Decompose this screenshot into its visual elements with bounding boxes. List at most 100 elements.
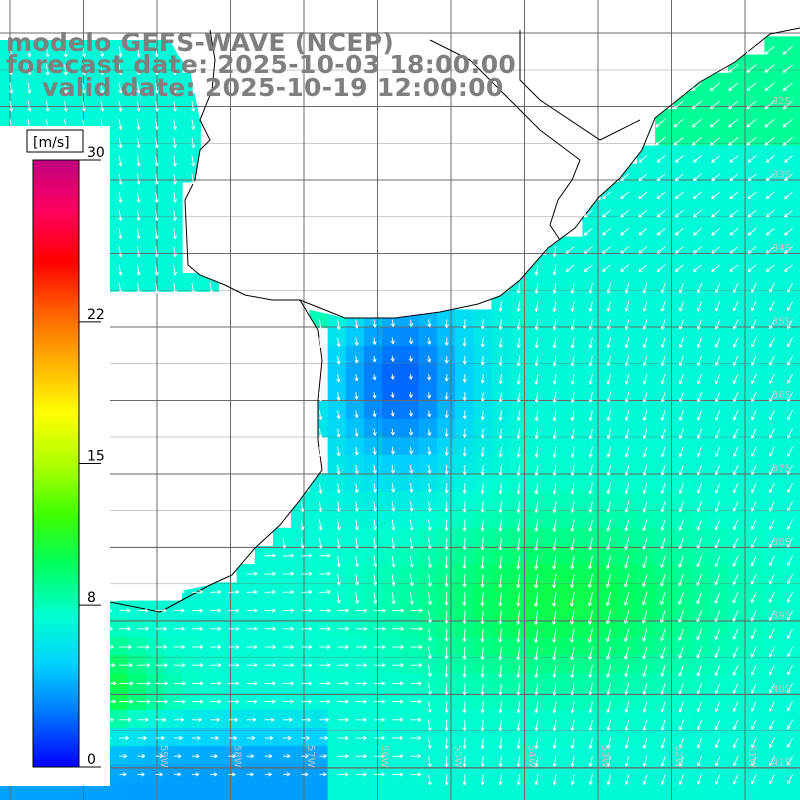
wind-speed-cell	[619, 619, 638, 638]
wind-speed-cell	[619, 528, 638, 547]
wind-speed-cell	[291, 528, 310, 547]
wind-speed-cell	[673, 546, 692, 565]
wind-speed-cell	[127, 255, 146, 274]
wind-speed-cell	[637, 564, 656, 583]
wind-speed-cell	[619, 473, 638, 492]
wind-speed-cell	[328, 328, 347, 347]
wind-speed-cell	[673, 400, 692, 419]
wind-speed-cell	[710, 601, 729, 620]
wind-speed-cell	[710, 655, 729, 674]
wind-speed-cell	[18, 109, 37, 128]
wind-speed-cell	[400, 400, 419, 419]
latitude-label: 33S	[772, 170, 791, 181]
wind-speed-cell	[564, 400, 583, 419]
wind-speed-cell	[309, 637, 328, 656]
wind-speed-cell	[710, 582, 729, 601]
wind-speed-cell	[692, 673, 711, 692]
wind-speed-cell	[764, 491, 783, 510]
wind-speed-cell	[419, 528, 438, 547]
wind-speed-cell	[673, 582, 692, 601]
wind-speed-cell	[382, 546, 401, 565]
wind-speed-cell	[764, 400, 783, 419]
wind-speed-cell	[710, 510, 729, 529]
wind-speed-cell	[127, 200, 146, 219]
wind-speed-cell	[746, 582, 765, 601]
wind-speed-cell	[346, 546, 365, 565]
wind-speed-cell	[728, 328, 747, 347]
wind-speed-cell	[692, 437, 711, 456]
wind-speed-cell	[400, 564, 419, 583]
wind-speed-cell	[764, 328, 783, 347]
wind-speed-cell	[746, 400, 765, 419]
wind-speed-cell	[728, 346, 747, 365]
wind-speed-cell	[346, 619, 365, 638]
wind-speed-cell	[291, 783, 310, 800]
wind-speed-cell	[710, 673, 729, 692]
wind-speed-cell	[146, 255, 165, 274]
wind-speed-cell	[710, 437, 729, 456]
wind-speed-cell	[746, 601, 765, 620]
wind-speed-cell	[291, 710, 310, 729]
wind-speed-cell	[746, 346, 765, 365]
wind-speed-cell	[619, 637, 638, 656]
wind-speed-cell	[564, 328, 583, 347]
wind-speed-cell	[692, 291, 711, 310]
wind-speed-cell	[419, 582, 438, 601]
wind-speed-cell	[692, 273, 711, 292]
wind-speed-cell	[291, 673, 310, 692]
wind-speed-cell	[164, 237, 183, 256]
wind-speed-cell	[255, 655, 274, 674]
longitude-label: 58W	[232, 745, 243, 768]
wind-speed-cell	[746, 510, 765, 529]
wind-speed-cell	[728, 710, 747, 729]
wind-speed-cell	[637, 400, 656, 419]
wind-speed-cell	[783, 328, 800, 347]
wind-speed-cell	[0, 109, 19, 128]
wind-speed-cell	[237, 673, 256, 692]
wind-speed-cell	[619, 564, 638, 583]
wind-speed-cell	[237, 710, 256, 729]
colorbar	[33, 160, 79, 767]
wind-speed-cell	[109, 200, 128, 219]
wind-speed-cell	[255, 673, 274, 692]
wind-speed-cell	[437, 473, 456, 492]
wind-speed-cell	[746, 382, 765, 401]
wind-speed-cell	[692, 746, 711, 765]
wind-speed-cell	[328, 673, 347, 692]
wind-speed-cell	[619, 746, 638, 765]
wind-speed-cell	[692, 783, 711, 800]
wind-speed-cell	[783, 364, 800, 383]
wind-speed-cell	[564, 309, 583, 328]
wind-speed-cell	[673, 291, 692, 310]
wind-speed-cell	[710, 637, 729, 656]
latitude-label: 40S	[772, 684, 791, 695]
wind-speed-cell	[200, 673, 219, 692]
wind-speed-cell	[692, 619, 711, 638]
wind-speed-cell	[109, 218, 128, 237]
wind-speed-cell	[673, 364, 692, 383]
wind-speed-cell	[710, 382, 729, 401]
latitude-label: 37S	[772, 464, 791, 475]
wind-speed-cell	[182, 619, 201, 638]
wind-speed-cell	[346, 710, 365, 729]
wind-speed-cell	[437, 455, 456, 474]
wind-speed-cell	[182, 109, 201, 128]
wind-speed-cell	[364, 473, 383, 492]
wind-speed-cell	[255, 637, 274, 656]
wind-speed-cell	[200, 637, 219, 656]
wind-speed-cell	[673, 382, 692, 401]
latitude-label: 32S	[772, 96, 791, 107]
wind-speed-cell	[364, 510, 383, 529]
wind-speed-cell	[400, 419, 419, 438]
wind-speed-cell	[764, 564, 783, 583]
wind-speed-cell	[746, 291, 765, 310]
wind-speed-cell	[692, 582, 711, 601]
wind-speed-cell	[601, 491, 620, 510]
wind-speed-cell	[619, 364, 638, 383]
wind-speed-cell	[564, 673, 583, 692]
wind-speed-cell	[637, 491, 656, 510]
wind-speed-cell	[364, 710, 383, 729]
wind-speed-cell	[364, 364, 383, 383]
wind-speed-cell	[218, 619, 237, 638]
